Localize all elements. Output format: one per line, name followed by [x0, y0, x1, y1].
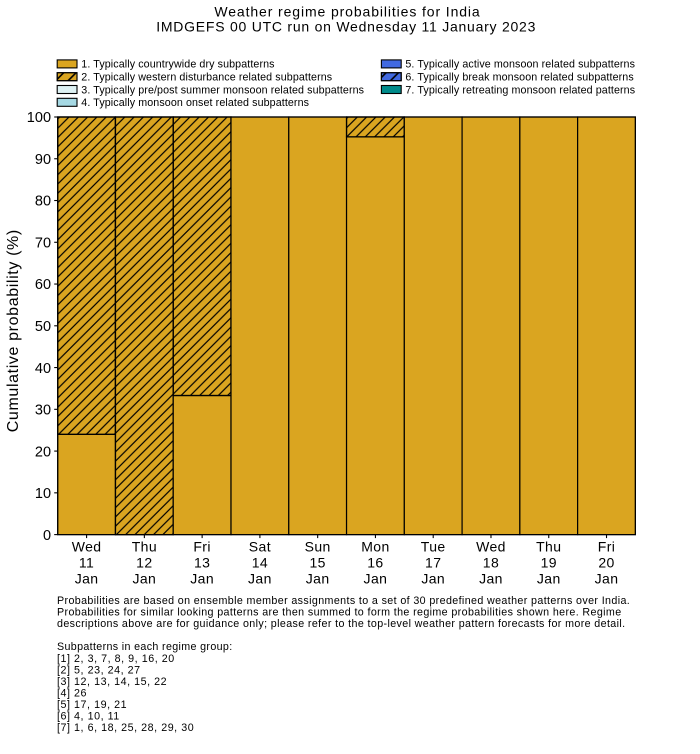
svg-text:Jan: Jan — [75, 570, 99, 586]
svg-text:Sat: Sat — [249, 538, 271, 554]
svg-text:Jan: Jan — [421, 570, 445, 586]
svg-text:Probabilities are based on ens: Probabilities are based on ensemble memb… — [57, 595, 630, 607]
svg-text:Jan: Jan — [595, 570, 619, 586]
svg-text:Wed: Wed — [72, 538, 102, 554]
svg-text:[7] 1, 6, 18, 25, 28, 29, 30: [7] 1, 6, 18, 25, 28, 29, 30 — [57, 722, 194, 734]
svg-text:5. Typically active monsoon re: 5. Typically active monsoon related subp… — [405, 59, 635, 71]
svg-text:4. Typically monsoon onset rel: 4. Typically monsoon onset related subpa… — [81, 97, 309, 109]
svg-text:IMDGEFS 00 UTC run on Wednesda: IMDGEFS 00 UTC run on Wednesday 11 Janua… — [156, 19, 536, 35]
svg-text:19: 19 — [541, 554, 557, 570]
svg-text:0: 0 — [43, 528, 51, 544]
svg-text:12: 12 — [136, 554, 152, 570]
svg-text:[3] 12, 13, 14, 15, 22: [3] 12, 13, 14, 15, 22 — [57, 676, 167, 688]
svg-text:Mon: Mon — [361, 538, 389, 554]
svg-text:6. Typically break monsoon rel: 6. Typically break monsoon related subpa… — [405, 72, 633, 84]
svg-text:3. Typically pre/post summer m: 3. Typically pre/post summer monsoon rel… — [81, 84, 364, 96]
svg-text:[2] 5, 23, 24, 27: [2] 5, 23, 24, 27 — [57, 664, 141, 676]
svg-text:50: 50 — [35, 319, 51, 335]
svg-text:1. Typically countrywide dry s: 1. Typically countrywide dry subpatterns — [81, 59, 274, 71]
svg-text:Fri: Fri — [598, 538, 616, 554]
svg-text:80: 80 — [35, 194, 51, 210]
svg-text:Subpatterns in each regime gro: Subpatterns in each regime group: — [57, 641, 233, 653]
svg-text:Jan: Jan — [364, 570, 388, 586]
svg-text:11: 11 — [79, 554, 94, 570]
svg-text:Thu: Thu — [536, 538, 561, 554]
svg-text:30: 30 — [35, 403, 51, 419]
svg-text:Jan: Jan — [537, 570, 561, 586]
svg-text:Jan: Jan — [479, 570, 503, 586]
svg-text:70: 70 — [35, 235, 51, 251]
svg-text:Cumulative probability (%): Cumulative probability (%) — [5, 229, 22, 432]
svg-text:14: 14 — [252, 554, 268, 570]
svg-text:[4] 26: [4] 26 — [57, 687, 87, 699]
svg-text:Jan: Jan — [190, 570, 214, 586]
svg-text:100: 100 — [27, 110, 52, 126]
svg-text:16: 16 — [367, 554, 383, 570]
svg-text:[5] 17, 19, 21: [5] 17, 19, 21 — [57, 699, 127, 711]
svg-text:20: 20 — [598, 554, 614, 570]
svg-text:descriptions above are for gui: descriptions above are for guidance only… — [57, 618, 625, 630]
svg-text:18: 18 — [483, 554, 499, 570]
svg-text:Weather regime probabilities f: Weather regime probabilities for India — [214, 3, 480, 19]
svg-text:13: 13 — [194, 554, 210, 570]
svg-text:40: 40 — [35, 361, 51, 377]
svg-text:90: 90 — [35, 152, 51, 168]
svg-text:2. Typically western disturban: 2. Typically western disturbance related… — [81, 72, 332, 84]
svg-text:Thu: Thu — [132, 538, 157, 554]
svg-text:7. Typically retreating monsoo: 7. Typically retreating monsoon related … — [405, 84, 635, 96]
svg-text:17: 17 — [425, 554, 441, 570]
svg-text:Jan: Jan — [248, 570, 272, 586]
svg-text:Probabilities for similar look: Probabilities for similar looking patter… — [57, 607, 622, 619]
svg-text:Fri: Fri — [193, 538, 211, 554]
svg-text:Tue: Tue — [421, 538, 446, 554]
svg-text:60: 60 — [35, 277, 51, 293]
svg-text:Sun: Sun — [305, 538, 331, 554]
svg-text:Wed: Wed — [476, 538, 506, 554]
svg-text:Jan: Jan — [132, 570, 156, 586]
svg-text:15: 15 — [309, 554, 325, 570]
svg-text:[6] 4, 10, 11: [6] 4, 10, 11 — [57, 711, 120, 723]
svg-text:20: 20 — [35, 444, 51, 460]
svg-text:10: 10 — [35, 486, 51, 502]
svg-text:Jan: Jan — [306, 570, 330, 586]
svg-text:[1] 2, 3, 7, 8, 9, 16, 20: [1] 2, 3, 7, 8, 9, 16, 20 — [57, 653, 175, 665]
